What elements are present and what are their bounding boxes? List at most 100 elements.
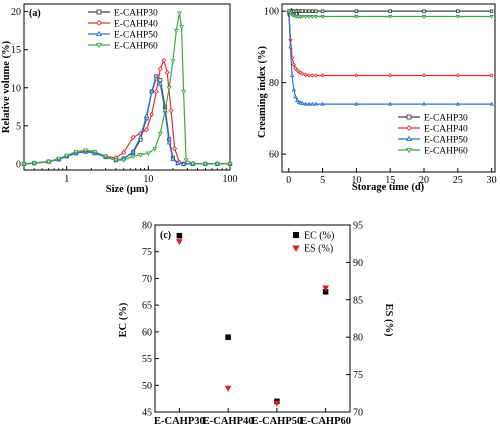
panel-a-plot-frame bbox=[23, 3, 231, 171]
panel-b-point bbox=[387, 101, 393, 106]
panel-b-point bbox=[354, 9, 359, 13]
panel-a-legend-label: E-CAHP40 bbox=[114, 19, 158, 29]
panel-a-point bbox=[46, 159, 52, 165]
panel-c-left-y-tick-label: 60 bbox=[142, 327, 152, 338]
panel-b-x-tick-label: 30 bbox=[487, 175, 497, 186]
panel-c-legend-label: EC (%) bbox=[304, 231, 334, 242]
panel-b-point bbox=[288, 44, 293, 49]
panel-b-point bbox=[293, 94, 298, 99]
panel-a-x-tick-label: 10 bbox=[143, 174, 153, 185]
panel-a-point bbox=[73, 149, 79, 155]
panel-a-point bbox=[82, 148, 89, 154]
panel-a-point bbox=[157, 81, 163, 86]
panel-a-y-tick-label: 5 bbox=[16, 121, 21, 132]
panel-a-legend-label: E-CAHP30 bbox=[114, 8, 158, 18]
panel-b-legend-label: E-CAHP50 bbox=[424, 135, 468, 145]
panel-b-legend-marker bbox=[405, 124, 413, 132]
panel-c-right-y-tick-label: 70 bbox=[353, 408, 363, 419]
panel-b-point bbox=[456, 9, 460, 13]
panel-b-point bbox=[489, 101, 494, 106]
panel-b-series-E-CAHP50 bbox=[286, 8, 494, 106]
panel-a-legend-marker bbox=[96, 9, 102, 15]
panel-a-x-tick-label: 100 bbox=[223, 174, 238, 185]
panel-b-point bbox=[310, 73, 315, 78]
panel-a-point bbox=[161, 57, 167, 63]
panel-b-point bbox=[387, 73, 393, 78]
panel-a-line-E-CAHP30 bbox=[23, 75, 230, 165]
panel-b-point bbox=[313, 15, 319, 20]
panel-c-right-y-tick-label: 90 bbox=[353, 258, 363, 269]
panel-c-category-label: E-CAHP60 bbox=[300, 416, 351, 426]
panel-a-y-tick-label: 10 bbox=[11, 83, 21, 94]
panel-b-y-tick-label: 60 bbox=[269, 150, 279, 161]
panel-b-x-axis-label: Storage time (d) bbox=[352, 182, 425, 193]
panel-a-line-E-CAHP50 bbox=[23, 77, 230, 165]
panel-a-x-tick-label: 1 bbox=[64, 174, 69, 185]
panel-c-right-y-tick-label: 85 bbox=[353, 295, 363, 306]
panel-b-y-tick-label: 80 bbox=[269, 78, 279, 89]
panel-b-series-E-CAHP30 bbox=[287, 9, 494, 13]
panel-b-point bbox=[455, 15, 461, 20]
panel-a-point bbox=[137, 153, 143, 158]
panel-b-point bbox=[310, 101, 315, 106]
panel-a-point bbox=[64, 153, 70, 159]
panel-b-legend-label: E-CAHP60 bbox=[424, 146, 468, 156]
panel-a-y-tick-label: 0 bbox=[16, 159, 21, 170]
panel-b-point bbox=[303, 72, 308, 77]
panel-c-point bbox=[322, 285, 329, 292]
panel-a-point bbox=[164, 69, 170, 76]
panel-c-category-label: E-CAHP50 bbox=[252, 416, 303, 426]
panel-a-series-E-CAHP50 bbox=[21, 75, 233, 166]
panel-b-point bbox=[300, 9, 305, 13]
panel-b-point bbox=[300, 15, 305, 20]
panel-a-y-tick-label: 15 bbox=[11, 45, 21, 56]
panel-a-x-axis-label: Size (µm) bbox=[106, 184, 149, 195]
panel-b-point bbox=[295, 98, 300, 103]
panel-b-point bbox=[310, 9, 315, 13]
panel-c-ec-es: (c) EC (%) ES (%) E-CAHP30E-CAHP40E-CAHP… bbox=[118, 221, 394, 426]
panel-b-point bbox=[387, 15, 393, 20]
panel-a-point bbox=[157, 131, 163, 137]
panel-b-point bbox=[286, 9, 291, 14]
panel-c-point bbox=[225, 334, 231, 340]
panel-a-point bbox=[227, 162, 233, 167]
panel-b-legend-marker bbox=[406, 147, 412, 154]
panel-c-right-y-tick-label: 75 bbox=[353, 370, 363, 381]
panel-c-point bbox=[273, 400, 281, 407]
panel-a-legend-label: E-CAHP50 bbox=[114, 30, 158, 40]
panel-c-series-EC (%) bbox=[176, 232, 329, 405]
panel-c-left-y-tick-label: 45 bbox=[142, 408, 152, 419]
panel-a-line-E-CAHP60 bbox=[23, 12, 230, 165]
panel-c-left-y-tick-label: 55 bbox=[142, 354, 152, 365]
panel-a-point bbox=[144, 113, 150, 118]
panel-b-point bbox=[421, 73, 427, 78]
panel-b-point bbox=[455, 73, 461, 78]
panel-a-point bbox=[162, 108, 168, 114]
panel-a-point bbox=[176, 11, 182, 16]
panel-a-series-E-CAHP30 bbox=[21, 74, 233, 166]
panel-b-point bbox=[306, 73, 312, 78]
panel-b-legend-marker bbox=[406, 114, 412, 120]
panel-a-point bbox=[113, 158, 119, 163]
panel-b-point bbox=[310, 15, 315, 20]
panel-b-point bbox=[303, 101, 308, 106]
panel-c-right-y-tick-label: 95 bbox=[353, 221, 363, 232]
panel-a-series-E-CAHP60 bbox=[21, 11, 233, 167]
panel-a-y-tick-label: 20 bbox=[11, 7, 21, 18]
panel-a-point bbox=[214, 162, 220, 167]
panel-c-point bbox=[176, 232, 183, 239]
panel-b-point bbox=[291, 87, 297, 92]
panel-b-point bbox=[320, 9, 325, 13]
panel-b-point bbox=[300, 71, 305, 76]
panel-b-point bbox=[307, 9, 311, 13]
panel-a-point bbox=[170, 156, 176, 162]
panel-b-point bbox=[354, 101, 359, 106]
panel-c-plot-frame bbox=[154, 224, 351, 413]
panel-a-point bbox=[179, 25, 185, 30]
panel-a-point bbox=[172, 146, 178, 152]
panel-c-legend-marker bbox=[292, 231, 300, 239]
panel-c-category-label: E-CAHP40 bbox=[203, 416, 254, 426]
panel-b-x-tick-label: 5 bbox=[320, 175, 325, 186]
panel-b-point bbox=[354, 15, 359, 20]
